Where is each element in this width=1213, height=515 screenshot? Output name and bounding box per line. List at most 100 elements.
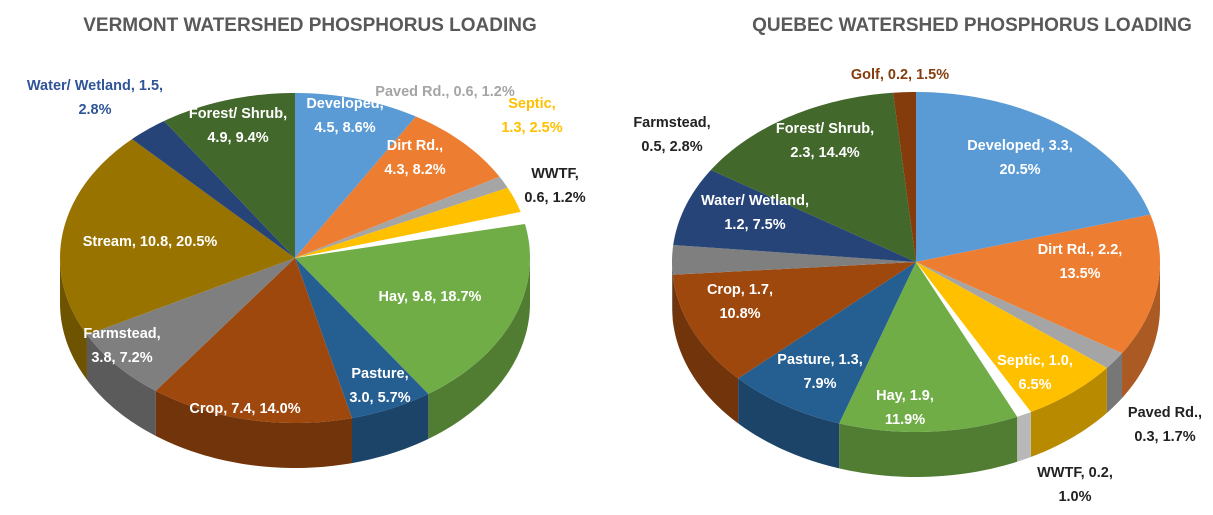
pie-slice [672, 244, 916, 275]
pie-sides [60, 258, 530, 468]
pie-slice-side [60, 258, 87, 380]
pie-slice-side [352, 393, 429, 464]
data-label-line: Developed, 3.3, [967, 138, 1073, 154]
data-label-line: Septic, [508, 96, 556, 112]
pie-slice [710, 92, 916, 263]
data-label-line: Septic, 1.0, [997, 353, 1073, 369]
data-label-line: Pasture, 1.3, [777, 352, 862, 368]
pie-slice [164, 93, 295, 258]
data-label-line: Golf, 0.2, 1.5% [851, 67, 949, 83]
data-label-line: 4.9, 9.4% [207, 130, 268, 146]
data-label: Paved Rd., 0.6, 1.2% [375, 84, 515, 100]
data-label-line: Developed, [306, 96, 383, 112]
pie-slice-side [672, 262, 673, 320]
data-label-line: 20.5% [999, 162, 1040, 178]
data-label-line: Farmstead, [633, 115, 710, 131]
data-label: WWTF, 0.2, 1.0% [1037, 465, 1113, 505]
pie-slice [295, 258, 429, 419]
data-label-line: 6.5% [1018, 377, 1051, 393]
data-label-line: WWTF, [531, 166, 579, 182]
data-label-line: Stream, 10.8, 20.5% [83, 234, 218, 250]
data-label: Stream, 10.8, 20.5% [83, 234, 218, 250]
pie-slice-side [738, 378, 840, 469]
data-label-line: 1.3, 2.5% [501, 120, 562, 136]
data-label-line: 11.9% [885, 412, 925, 428]
data-label-line: 0.6, 1.2% [524, 190, 585, 206]
data-label: Hay, 9.8, 18.7% [379, 289, 482, 305]
pie-sides [672, 262, 1160, 477]
pie-slice [916, 262, 1031, 417]
pie-slice-side [1122, 262, 1160, 399]
data-label: Developed, 4.5, 8.6% [306, 96, 383, 136]
data-label-line: 0.5, 2.8% [641, 139, 702, 155]
pie-tops [672, 92, 1160, 432]
data-label: Forest/ Shrub, 2.3, 14.4% [776, 121, 874, 161]
data-label-line: 4.5, 8.6% [314, 120, 375, 136]
data-label-line: Dirt Rd., [387, 138, 443, 154]
pie-slice-side [839, 416, 1018, 477]
data-label: Crop, 7.4, 14.0% [189, 401, 300, 417]
data-label-line: Forest/ Shrub, [189, 106, 287, 122]
pie-tops [60, 93, 530, 423]
data-label: Farmstead, 0.5, 2.8% [633, 115, 710, 155]
data-label-line: Crop, 1.7, [707, 282, 773, 298]
pie-slice-side [1030, 367, 1107, 457]
chart-title: VERMONT WATERSHED PHOSPHORUS LOADING [83, 15, 537, 36]
pie-slice [916, 262, 1123, 368]
data-label: Pasture, 1.3, 7.9% [777, 352, 862, 392]
data-label-line: Farmstead, [83, 326, 160, 342]
data-label-line: Paved Rd., 0.6, 1.2% [375, 84, 515, 100]
data-label: Paved Rd., 0.3, 1.7% [1128, 405, 1202, 445]
data-label: Farmstead, 3.8, 7.2% [83, 326, 160, 366]
pie-slice [916, 92, 1151, 262]
pie-slice [155, 258, 353, 423]
data-label-line: Pasture, [351, 366, 408, 382]
pie-slice-side [672, 274, 739, 424]
data-label-line: 1.0% [1058, 489, 1091, 505]
pie-slice [893, 92, 916, 262]
data-label-line: 2.3, 14.4% [790, 145, 859, 161]
data-label: Hay, 1.9, 11.9% [876, 388, 934, 428]
data-label-line: 10.8% [719, 306, 760, 322]
data-label-line: Dirt Rd., 2.2, [1038, 242, 1123, 258]
pie-slice [295, 211, 525, 258]
data-label: Dirt Rd., 4.3, 8.2% [384, 138, 445, 178]
data-label: Water/ Wetland, 1.2, 7.5% [701, 193, 809, 233]
pie-slice [295, 224, 530, 394]
pie-slice [738, 262, 916, 424]
data-label-line: Hay, 1.9, [876, 388, 934, 404]
data-label-line: 0.3, 1.7% [1134, 429, 1195, 445]
pie-slice [131, 120, 295, 258]
pie-slice-side [1106, 353, 1123, 413]
data-label: Septic, 1.3, 2.5% [501, 96, 562, 136]
data-label-line: Paved Rd., [1128, 405, 1202, 421]
data-label-line: 3.8, 7.2% [91, 350, 152, 366]
pie-slice [916, 214, 1160, 354]
pie-slice [295, 116, 500, 258]
data-label-line: 1.2, 7.5% [724, 217, 785, 233]
pie-slice-side [1017, 411, 1031, 462]
data-label: Dirt Rd., 2.2, 13.5% [1038, 242, 1123, 282]
pie-slice-side [155, 390, 353, 468]
data-label-line: WWTF, 0.2, [1037, 465, 1113, 481]
pie-slice [916, 262, 1107, 412]
data-label: Crop, 1.7, 10.8% [707, 282, 773, 322]
data-label: Water/ Wetland, 1.5, 2.8% [27, 78, 163, 118]
data-label-line: Water/ Wetland, 1.5, [27, 78, 163, 94]
data-label-line: Forest/ Shrub, [776, 121, 874, 137]
data-label-line: 2.8% [78, 102, 111, 118]
pie-slice [839, 262, 1018, 432]
pie-slice [295, 176, 508, 258]
data-label: Developed, 3.3, 20.5% [967, 138, 1073, 178]
data-label-line: 7.9% [803, 376, 836, 392]
data-label: Golf, 0.2, 1.5% [851, 67, 949, 83]
pie-slice [295, 187, 521, 258]
data-label-line: Crop, 7.4, 14.0% [189, 401, 300, 417]
data-label: WWTF, 0.6, 1.2% [524, 166, 585, 206]
data-label-line: 3.0, 5.7% [349, 390, 410, 406]
pie-slice [295, 93, 416, 258]
chart-title: QUEBEC WATERSHED PHOSPHORUS LOADING [752, 15, 1192, 36]
data-label-line: Water/ Wetland, [701, 193, 809, 209]
data-label: Forest/ Shrub, 4.9, 9.4% [189, 106, 287, 146]
